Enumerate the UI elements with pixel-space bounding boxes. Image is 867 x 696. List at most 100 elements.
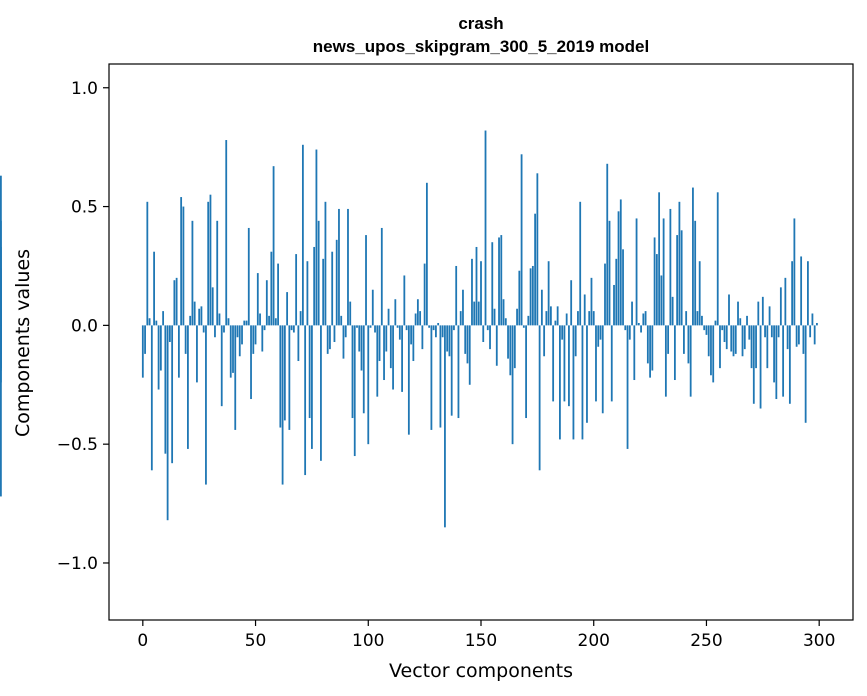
bar: [536, 173, 539, 326]
bar: [362, 325, 365, 414]
bar: [477, 301, 480, 326]
bar: [189, 315, 192, 326]
bar: [777, 325, 780, 338]
bar: [250, 325, 252, 400]
x-tick-label: 300: [803, 631, 835, 651]
bar: [559, 325, 561, 440]
bar: [480, 261, 482, 326]
bar: [380, 227, 383, 326]
bar: [234, 325, 237, 430]
bar: [367, 325, 370, 445]
bar: [146, 201, 149, 326]
bar: [315, 149, 318, 326]
bar: [495, 325, 498, 366]
bar: [0, 268, 2, 326]
bar: [500, 235, 503, 326]
bar: [719, 325, 721, 369]
bar: [583, 294, 586, 326]
bar: [349, 301, 352, 326]
bar: [238, 325, 241, 357]
bar: [198, 308, 201, 326]
bar: [466, 325, 469, 364]
bar: [764, 325, 766, 338]
bar: [667, 325, 670, 354]
bar: [171, 325, 174, 464]
bar: [333, 325, 336, 342]
bar: [229, 325, 232, 378]
bar: [608, 220, 611, 326]
bar: [518, 270, 521, 326]
bar: [703, 325, 706, 331]
bar: [468, 325, 471, 385]
bar: [484, 130, 487, 326]
bar: [281, 325, 284, 485]
bar: [462, 289, 464, 326]
bar: [168, 325, 171, 342]
bar: [644, 311, 647, 326]
bar: [646, 325, 649, 364]
bar: [601, 325, 604, 414]
bar: [306, 261, 309, 326]
bar: [705, 325, 708, 335]
bar: [259, 313, 261, 326]
bar: [365, 235, 367, 326]
bar: [486, 325, 489, 331]
bar: [730, 325, 733, 352]
bar: [655, 254, 658, 326]
bar: [317, 220, 320, 326]
bar: [387, 308, 390, 326]
bar: [694, 220, 697, 326]
bar: [304, 325, 307, 476]
bar: [180, 197, 183, 326]
bar: [184, 325, 187, 354]
bar: [236, 325, 239, 338]
bar: [245, 320, 248, 326]
bar: [676, 235, 679, 326]
bar: [595, 325, 597, 402]
bar: [669, 208, 672, 326]
bar: [401, 325, 403, 392]
bar: [802, 325, 805, 354]
bar: [252, 325, 255, 354]
bar: [504, 318, 507, 326]
bar: [610, 325, 613, 402]
y-axis-label: Components values: [12, 249, 34, 437]
bar: [671, 296, 674, 326]
bar: [716, 192, 719, 326]
bar: [383, 325, 385, 381]
bar: [444, 325, 446, 528]
bar: [628, 325, 631, 340]
bar: [577, 311, 579, 326]
bar: [358, 325, 361, 352]
bar: [721, 325, 724, 331]
bar: [295, 254, 298, 326]
bar: [624, 325, 627, 331]
bar: [816, 322, 818, 326]
bar: [313, 246, 316, 326]
y-tick-label: −0.5: [57, 435, 98, 455]
bar: [403, 275, 406, 326]
bar: [416, 299, 419, 326]
bar: [378, 325, 381, 362]
bar: [247, 227, 250, 326]
bar: [723, 325, 726, 342]
bar: [164, 325, 167, 454]
bar: [279, 325, 282, 428]
bar: [216, 220, 219, 326]
bar: [741, 325, 744, 357]
chart-title: crash: [458, 14, 503, 33]
bar: [457, 325, 460, 419]
bar: [326, 325, 329, 354]
bar: [606, 163, 609, 326]
bar: [475, 246, 478, 326]
bar: [640, 325, 642, 333]
bar: [256, 273, 259, 326]
bar: [538, 325, 541, 471]
bar: [331, 251, 334, 326]
bar: [187, 325, 189, 449]
bar: [392, 325, 394, 390]
bar: [430, 325, 433, 430]
bar: [804, 325, 807, 423]
x-tick-label: 200: [578, 631, 610, 651]
bar: [664, 325, 667, 397]
